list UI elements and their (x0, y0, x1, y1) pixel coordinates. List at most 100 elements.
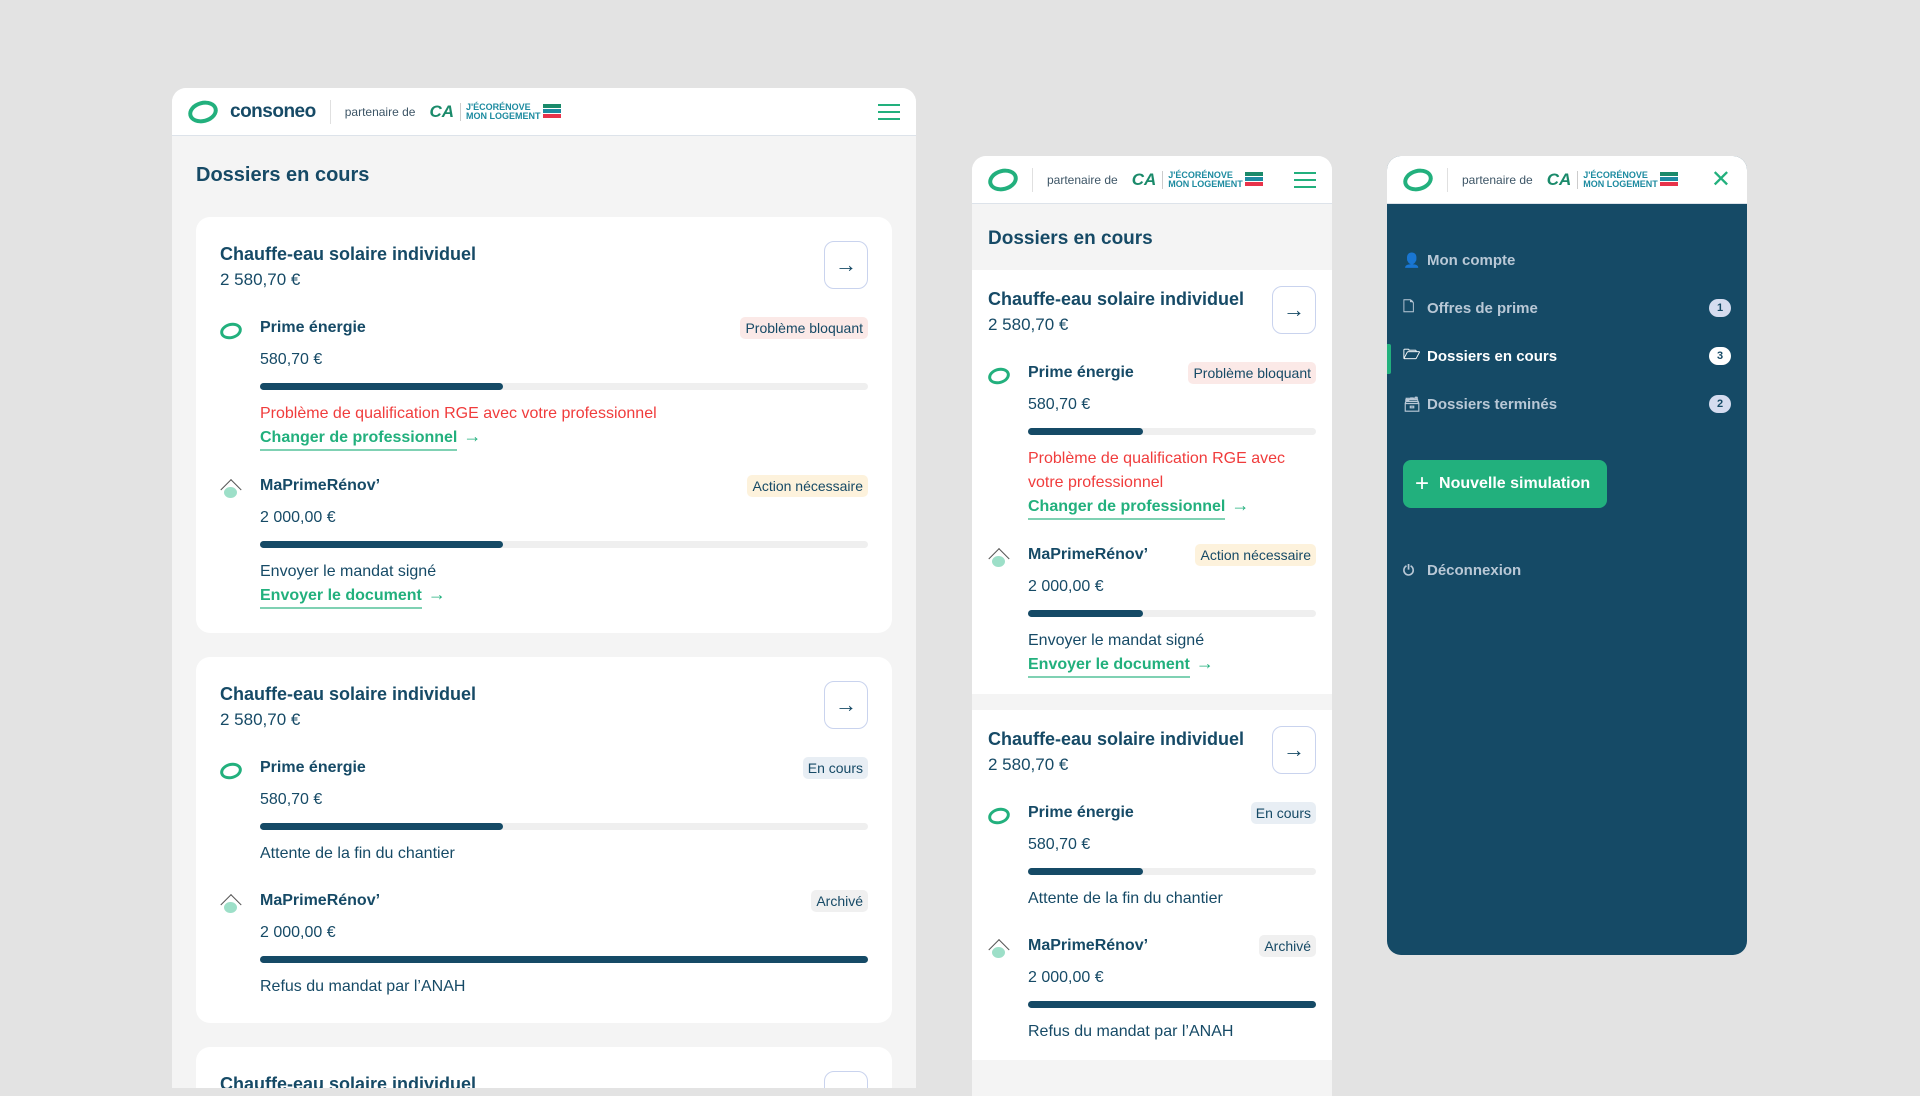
desktop-frame: consoneo partenaire de CA J'ÉCORÉNOVE MON… (172, 88, 916, 1088)
dossier-card: Chauffe-eau solaire individuel 2 580,70 … (196, 1047, 892, 1088)
arrow-right-icon: → (1195, 653, 1214, 673)
aid-amount: 2 000,00 € (1028, 969, 1104, 986)
arrow-right-icon: → (835, 252, 857, 277)
aid-amount: 580,70 € (260, 351, 323, 368)
aid-amount: 580,70 € (1028, 396, 1091, 413)
status-badge: En cours (802, 757, 868, 779)
progress-bar (1028, 868, 1316, 875)
credit-agricole-logo: CA (429, 101, 455, 121)
aid-message: Problème de qualification RGE avec votre… (260, 405, 657, 422)
aid-name: Prime énergie (260, 759, 366, 776)
dossier-title: Chauffe-eau solaire individuel (988, 289, 1245, 309)
aid-name: MaPrimeRénov’ (260, 477, 381, 494)
aid-item: MaPrimeRénov’ Action nécessaire 2 000,00… (988, 544, 1316, 678)
dossier-title: Chauffe-eau solaire individuel (220, 684, 477, 704)
menu-item[interactable]: 👤 Mon compte (1387, 236, 1747, 284)
aid-name: Prime énergie (1028, 804, 1134, 821)
hamburger-menu-icon[interactable] (1294, 167, 1316, 193)
folder-icon: 🗁 (1403, 346, 1421, 362)
status-badge: En cours (1250, 802, 1316, 824)
action-link[interactable]: Envoyer le document (260, 585, 422, 609)
consoneo-logo-icon[interactable] (1400, 164, 1436, 195)
jecorenove-bars-icon (542, 104, 561, 119)
aid-amount: 580,70 € (1028, 836, 1091, 853)
arrow-right-icon: → (1231, 495, 1250, 515)
menu-item[interactable]: 🗁 Dossiers en cours 3 (1387, 332, 1747, 380)
aid-message: Envoyer le mandat signé (1028, 632, 1205, 649)
partner-label: partenaire de (1047, 172, 1118, 187)
aid-item: Prime énergie En cours 580,70 € Attente … (218, 757, 868, 866)
dossier-title: Chauffe-eau solaire individuel (220, 244, 477, 264)
mobile-menu-frame: partenaire de CA J'ÉCORÉNOVE MON LOGEMENT… (1387, 156, 1747, 955)
progress-bar (1028, 610, 1316, 617)
house-icon (220, 479, 242, 498)
aid-name: MaPrimeRénov’ (260, 892, 381, 909)
action-link[interactable]: Envoyer le document (1028, 654, 1190, 678)
credit-agricole-logo: CA (1546, 169, 1572, 189)
logout-button[interactable]: ⏻ Déconnexion (1387, 546, 1747, 594)
action-link[interactable]: Changer de professionnel (1028, 496, 1226, 520)
header: consoneo partenaire de CA J'ÉCORÉNOVE MON… (172, 88, 916, 136)
divider (1447, 167, 1448, 192)
count-badge: 1 (1709, 299, 1731, 317)
consoneo-icon (986, 365, 1012, 387)
aid-message: Refus du mandat par l’ANAH (260, 978, 466, 995)
open-dossier-button[interactable]: → (1272, 286, 1316, 334)
aid-name: Prime énergie (260, 319, 366, 336)
mobile-frame: partenaire de CA J'ÉCORÉNOVE MON LOGEMENT… (972, 156, 1332, 1096)
status-badge: Archivé (811, 890, 868, 912)
credit-agricole-logo: CA (1131, 169, 1157, 189)
divider (329, 99, 331, 124)
arrow-right-icon: → (427, 584, 446, 604)
house-icon (988, 548, 1010, 567)
consoneo-icon (218, 760, 244, 782)
consoneo-logo-icon[interactable] (985, 164, 1021, 195)
consoneo-icon (986, 805, 1012, 827)
arrow-right-icon: → (463, 426, 482, 446)
open-dossier-button[interactable]: → (824, 681, 868, 729)
header: partenaire de CA J'ÉCORÉNOVE MON LOGEMENT… (1387, 156, 1747, 204)
aid-item: Prime énergie Problème bloquant 580,70 €… (986, 362, 1316, 520)
new-simulation-button[interactable]: + Nouvelle simulation (1403, 460, 1607, 508)
count-badge: 2 (1709, 395, 1731, 413)
action-link[interactable]: Changer de professionnel (260, 427, 458, 451)
hamburger-menu-icon[interactable] (878, 99, 900, 125)
document-icon: 🗋 (1403, 298, 1415, 314)
arrow-right-icon: → (835, 692, 857, 717)
aid-item: MaPrimeRénov’ Archivé 2 000,00 € Refus d… (988, 935, 1316, 1044)
status-badge: Archivé (1259, 935, 1316, 957)
jecorenove-bars-icon (1659, 172, 1678, 187)
menu-item-label: Dossiers en cours (1427, 347, 1558, 365)
arrow-right-icon: → (835, 1082, 857, 1088)
dossier-amount: 2 580,70 € (220, 270, 301, 289)
dossier-card: Chauffe-eau solaire individuel 2 580,70 … (972, 270, 1332, 694)
header: partenaire de CA J'ÉCORÉNOVE MON LOGEMENT (972, 156, 1332, 204)
progress-bar (1028, 1001, 1316, 1008)
partner-label: partenaire de (344, 104, 416, 119)
aid-name: MaPrimeRénov’ (1028, 546, 1149, 563)
close-icon[interactable]: ✕ (1710, 166, 1731, 193)
brand-name: consoneo (230, 100, 316, 122)
dossier-title: Chauffe-eau solaire individuel (988, 729, 1245, 749)
status-badge: Problème bloquant (740, 317, 868, 339)
status-badge: Action nécessaire (747, 475, 868, 497)
dossier-amount: 2 580,70 € (988, 315, 1069, 334)
status-badge: Problème bloquant (1188, 362, 1316, 384)
side-menu: 👤 Mon compte 🗋 Offres de prime 1 🗁 Dossi… (1387, 204, 1747, 594)
menu-item[interactable]: 🗃 Dossiers terminés 2 (1387, 380, 1747, 428)
aid-message: Refus du mandat par l’ANAH (1028, 1023, 1234, 1040)
progress-bar (260, 956, 868, 963)
dossier-amount: 2 580,70 € (220, 710, 301, 729)
open-dossier-button[interactable]: → (1272, 726, 1316, 774)
partner-label: partenaire de (1462, 172, 1533, 187)
jecorenove-logo: J'ÉCORÉNOVE MON LOGEMENT (460, 102, 541, 121)
consoneo-logo-icon[interactable] (185, 96, 221, 127)
open-dossier-button[interactable]: → (824, 241, 868, 289)
menu-item-label: Offres de prime (1427, 299, 1538, 317)
menu-item-label: Dossiers terminés (1427, 395, 1558, 413)
aid-message: Problème de qualification RGE avec votre… (1028, 450, 1286, 491)
menu-item[interactable]: 🗋 Offres de prime 1 (1387, 284, 1747, 332)
arrow-right-icon: → (1283, 297, 1305, 322)
page-title: Dossiers en cours (196, 164, 370, 186)
jecorenove-bars-icon (1244, 172, 1263, 187)
